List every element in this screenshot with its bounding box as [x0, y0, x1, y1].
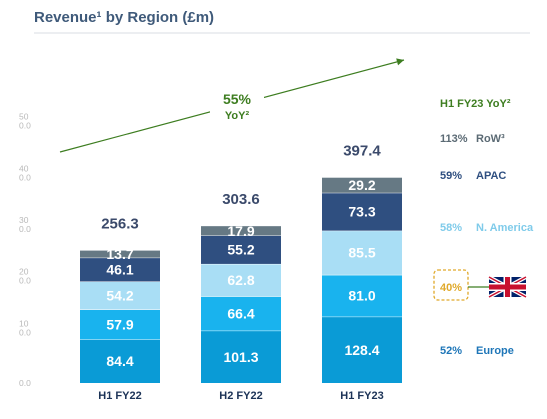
y-tick-label-sub: 0.0	[19, 172, 31, 182]
bar-segment: 57.9	[80, 308, 160, 340]
bar-segment-label: 85.5	[348, 245, 375, 261]
yoy-row: 59% APAC	[440, 170, 506, 182]
trend-percent-label: 55%	[223, 91, 252, 107]
bar-segment-rect	[80, 339, 160, 383]
y-tick: 100.0	[19, 318, 31, 337]
bar-total-label: 256.3	[101, 216, 139, 233]
bar-segment-rect	[80, 257, 160, 282]
y-tick-label-sub: 0.0	[19, 121, 31, 131]
bar-segment-label: 84.4	[106, 353, 133, 369]
bar-segment: 85.5	[322, 230, 402, 275]
y-tick-label: 0.0	[19, 378, 31, 388]
bars: 84.4 57.9 54.2 46.113.7 101.3 66.4 62.8 55.2 17.…	[80, 177, 402, 383]
bar-segment-label: 29.2	[348, 177, 375, 193]
yoy-row: 58% N. America	[440, 222, 534, 234]
bar-segment-label: 81.0	[348, 288, 375, 304]
bar-totals: 256.3 303.6 397.4	[101, 143, 381, 233]
bar-segment-label: 54.2	[106, 287, 133, 303]
yoy-region-label: N. America	[476, 222, 534, 234]
chart-title: Revenue¹ by Region (£m)	[34, 9, 214, 26]
yoy-region-label: Europe	[476, 345, 514, 357]
uk-highlight-box	[433, 269, 469, 301]
bar-segment-label: 57.9	[106, 316, 133, 332]
x-axis-labels: H1 FY22 H2 FY22 H1 FY23	[98, 390, 383, 402]
yoy-row: 52% Europe	[440, 345, 514, 357]
yoy-percent: 40%	[440, 282, 462, 294]
y-tick-label: 50	[19, 112, 29, 122]
bar-segment-rect	[80, 250, 160, 258]
bar-segment: 73.3	[322, 192, 402, 231]
bar-segment: 84.4	[80, 338, 160, 383]
bar-segment: 13.7	[80, 246, 160, 262]
bar-segment: 46.1	[80, 257, 160, 282]
bar-segment: 17.9	[201, 223, 281, 239]
bar-segment: 66.4	[201, 295, 281, 331]
bar-segment-rect	[201, 263, 281, 297]
y-tick-label: 30	[19, 215, 29, 225]
bar-segment-rect	[80, 281, 160, 310]
y-tick: 500.0	[19, 112, 31, 131]
x-tick-label: H1 FY22	[98, 390, 141, 402]
bar-segment: 54.2	[80, 280, 160, 310]
bar-segment-rect	[322, 274, 402, 317]
bar-segment: 55.2	[201, 234, 281, 264]
bar-segment-label: 66.4	[227, 306, 254, 322]
uk-flag-icon	[488, 275, 527, 299]
yoy-header: H1 FY23 YoY²	[440, 98, 511, 110]
bar-segment-rect	[201, 330, 281, 383]
bar-segment-rect	[322, 177, 402, 193]
trend-yoy-label: YoY²	[225, 110, 250, 122]
yoy-percent: 58%	[440, 222, 462, 234]
yoy-legend: 52% Europe 40% 58% N. America 59% APAC 113% RoW³	[433, 133, 534, 357]
bar-segment-label: 128.4	[344, 342, 379, 358]
bar-segment-label: 73.3	[348, 204, 375, 220]
bar-segment: 81.0	[322, 274, 402, 317]
yoy-percent: 52%	[440, 345, 462, 357]
y-tick: 300.0	[19, 215, 31, 234]
y-tick: 400.0	[19, 163, 31, 182]
x-tick-label: H1 FY23	[340, 390, 383, 402]
bar-segment-label: 101.3	[223, 349, 258, 365]
bar-segment-rect	[201, 235, 281, 264]
bar-segment: 128.4	[322, 316, 402, 383]
yoy-row: 113% RoW³	[440, 133, 505, 145]
bar-segment: 29.2	[322, 177, 402, 193]
bar-segment-label: 13.7	[106, 246, 133, 262]
bar-total-label: 303.6	[222, 191, 260, 208]
y-tick-label: 40	[19, 163, 29, 173]
bar-segment-label: 55.2	[227, 242, 254, 258]
yoy-percent: 59%	[440, 170, 462, 182]
yoy-percent: 113%	[440, 133, 468, 145]
y-tick: 200.0	[19, 267, 31, 286]
bar-total-label: 397.4	[343, 143, 381, 160]
y-tick-label-sub: 0.0	[19, 276, 31, 286]
yoy-region-label: APAC	[476, 170, 506, 182]
yoy-region-label: RoW³	[476, 133, 505, 145]
bar-segment: 62.8	[201, 263, 281, 297]
bar-segment-rect	[201, 296, 281, 331]
bar-segment-rect	[80, 309, 160, 340]
bar-segment: 101.3	[201, 330, 281, 383]
bar-segment-label: 46.1	[106, 262, 133, 278]
y-tick-label: 20	[19, 267, 29, 277]
yoy-row: 40%	[433, 269, 527, 301]
bar-segment-rect	[322, 316, 402, 383]
bar-segment-rect	[322, 192, 402, 231]
y-tick-label-sub: 0.0	[19, 327, 31, 337]
bar-segment-rect	[322, 230, 402, 275]
bar-segment-rect	[201, 226, 281, 236]
y-tick-label-sub: 0.0	[19, 224, 31, 234]
y-tick: 0.0	[19, 378, 31, 388]
x-tick-label: H2 FY22	[219, 390, 262, 402]
bar-segment-label: 62.8	[227, 272, 254, 288]
trend-label-background	[210, 90, 264, 124]
bar-segment-label: 17.9	[227, 223, 254, 239]
y-tick-label: 10	[19, 318, 29, 328]
